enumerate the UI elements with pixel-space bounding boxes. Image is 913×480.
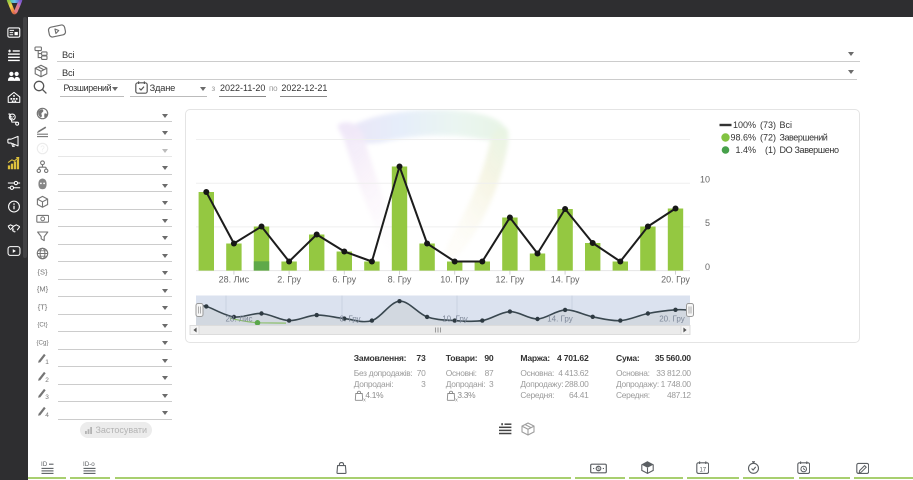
svg-text:5: 5 — [705, 218, 710, 228]
svg-text:8. Гру: 8. Гру — [388, 274, 412, 284]
svg-text:(73): (73) — [760, 120, 776, 130]
svg-text:12. Гру: 12. Гру — [496, 274, 525, 284]
svg-text:$: $ — [597, 466, 600, 472]
svg-text:1: 1 — [45, 359, 49, 365]
svg-text:28. Лис: 28. Лис — [219, 274, 250, 284]
svg-text:{Ct}: {Ct} — [37, 322, 47, 329]
svg-text:98.6%: 98.6% — [730, 133, 756, 143]
svg-text:3: 3 — [45, 394, 49, 400]
svg-text:20. Гру: 20. Гру — [661, 274, 690, 284]
svg-text:Всі: Всі — [780, 120, 793, 130]
svg-text:1.4%: 1.4% — [735, 145, 756, 155]
svg-text:{T}: {T} — [37, 302, 47, 311]
svg-text:10. Гру: 10. Гру — [442, 315, 468, 324]
svg-text:6. Гру: 6. Гру — [339, 315, 360, 324]
svg-text:2. Гру: 2. Гру — [277, 274, 301, 284]
svg-text:10: 10 — [700, 174, 710, 184]
svg-text:{S}: {S} — [37, 267, 48, 276]
svg-text:{M}: {M} — [36, 285, 48, 294]
svg-text:x: x — [455, 397, 458, 402]
svg-text:14. Гру: 14. Гру — [547, 315, 573, 324]
svg-text:6. Гру: 6. Гру — [332, 274, 356, 284]
svg-text:x: x — [363, 397, 366, 402]
svg-text:ID: ID — [41, 461, 48, 468]
svg-text:ID-o: ID-o — [83, 461, 95, 468]
svg-text:14. Гру: 14. Гру — [551, 274, 580, 284]
svg-text:?: ? — [40, 145, 45, 154]
svg-text:17: 17 — [699, 467, 706, 473]
svg-text:{Cg}: {Cg} — [36, 339, 48, 346]
svg-text:(72): (72) — [760, 133, 776, 143]
svg-text:10. Гру: 10. Гру — [440, 274, 469, 284]
svg-text:100%: 100% — [733, 120, 756, 130]
svg-text:0: 0 — [705, 262, 710, 272]
svg-text:(1): (1) — [765, 145, 776, 155]
svg-text:4: 4 — [45, 412, 49, 418]
svg-text:Завершений: Завершений — [780, 133, 828, 143]
svg-text:20. Гру: 20. Гру — [659, 315, 685, 324]
svg-text:DO Завершено: DO Завершено — [780, 145, 839, 155]
svg-text:28. Лис: 28. Лис — [225, 315, 252, 324]
svg-text:2: 2 — [45, 377, 49, 383]
